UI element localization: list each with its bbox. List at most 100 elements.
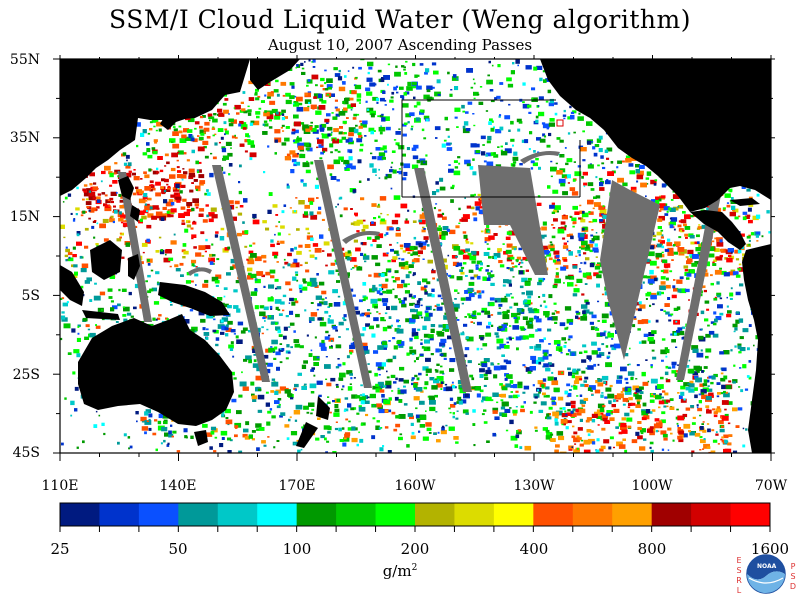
cloud-pixel	[486, 265, 490, 267]
cloud-pixel	[441, 426, 445, 431]
cloud-pixel	[690, 405, 695, 408]
cloud-pixel	[637, 401, 640, 405]
cloud-pixel	[326, 84, 333, 89]
cloud-pixel	[607, 332, 614, 338]
cloud-pixel	[261, 440, 266, 444]
cloud-pixel	[674, 455, 680, 459]
cloud-pixel	[417, 281, 421, 285]
cloud-pixel	[250, 253, 257, 258]
cloud-pixel	[383, 399, 390, 405]
cloud-pixel	[506, 243, 513, 248]
cloud-pixel	[424, 289, 427, 292]
cloud-pixel	[308, 101, 311, 104]
cloud-pixel	[464, 197, 466, 199]
cloud-pixel	[542, 349, 549, 354]
cloud-pixel	[659, 205, 667, 211]
cloud-pixel	[147, 132, 151, 135]
cloud-pixel	[538, 391, 541, 394]
cloud-pixel	[520, 259, 523, 262]
cloud-pixel	[520, 405, 525, 408]
cloud-pixel	[737, 215, 741, 218]
cloud-pixel	[634, 392, 637, 394]
cloud-pixel	[337, 295, 341, 298]
cloud-pixel	[309, 277, 317, 283]
cloud-pixel	[730, 287, 733, 290]
cloud-pixel	[441, 258, 447, 263]
cloud-pixel	[649, 441, 654, 445]
cloud-pixel	[41, 233, 43, 235]
cloud-pixel	[413, 236, 417, 240]
cloud-pixel	[524, 299, 528, 303]
cloud-pixel	[597, 320, 600, 322]
cloud-pixel	[157, 420, 162, 425]
cloud-pixel	[660, 281, 666, 285]
cloud-pixel	[684, 214, 691, 220]
cloud-pixel	[234, 434, 238, 438]
cloud-pixel	[732, 271, 739, 276]
cloud-pixel	[222, 102, 227, 106]
cloud-pixel	[412, 302, 415, 305]
cloud-pixel	[740, 233, 745, 237]
cloud-pixel	[619, 376, 623, 379]
cloud-pixel	[495, 335, 500, 338]
cloud-pixel	[485, 269, 489, 272]
cloud-pixel	[382, 90, 386, 94]
cloud-pixel	[635, 404, 641, 408]
cloud-pixel	[278, 403, 281, 406]
cloud-pixel	[122, 152, 127, 156]
cloud-pixel	[429, 399, 436, 405]
cloud-pixel	[688, 383, 695, 388]
cloud-pixel	[182, 319, 190, 324]
cloud-pixel	[460, 399, 467, 404]
cloud-pixel	[274, 139, 278, 143]
cloud-pixel	[491, 64, 494, 67]
cloud-pixel	[498, 303, 503, 307]
cloud-pixel	[473, 444, 476, 447]
cloud-pixel	[559, 451, 567, 453]
cloud-pixel	[517, 381, 523, 386]
cloud-pixel	[385, 278, 389, 282]
cloud-pixel	[439, 370, 444, 374]
cloud-pixel	[392, 256, 398, 260]
cloud-pixel	[520, 261, 524, 264]
cloud-pixel	[645, 298, 648, 300]
cloud-pixel	[374, 305, 378, 309]
cloud-pixel	[221, 413, 225, 417]
cloud-pixel	[403, 283, 408, 288]
cloud-pixel	[321, 339, 325, 344]
cloud-pixel	[452, 303, 460, 309]
cloud-pixel	[422, 278, 428, 283]
cloud-pixel	[441, 425, 445, 429]
cloud-pixel	[652, 303, 655, 306]
cloud-pixel	[734, 249, 740, 254]
cloud-pixel	[383, 116, 390, 121]
cloud-pixel	[165, 317, 168, 320]
cloud-pixel	[407, 283, 410, 286]
cloud-pixel	[263, 260, 267, 263]
cloud-pixel	[353, 264, 358, 268]
cloud-pixel	[688, 430, 691, 433]
cloud-pixel	[482, 343, 488, 347]
cloud-pixel	[318, 105, 326, 110]
cloud-pixel	[204, 279, 209, 283]
cloud-pixel	[669, 221, 676, 226]
cloud-pixel	[694, 375, 699, 379]
cloud-pixel	[519, 335, 526, 340]
cloud-pixel	[522, 103, 530, 109]
cloud-pixel	[416, 357, 419, 360]
cloud-pixel	[362, 282, 367, 286]
cloud-pixel	[500, 399, 504, 402]
cloud-pixel	[744, 388, 749, 391]
cloud-pixel	[419, 109, 423, 113]
cloud-pixel	[92, 196, 97, 200]
cloud-pixel	[149, 128, 153, 131]
cloud-pixel	[465, 111, 469, 114]
cloud-pixel	[494, 97, 498, 101]
cloud-pixel	[493, 256, 497, 260]
cloud-pixel	[506, 341, 509, 344]
cloud-pixel	[452, 385, 456, 389]
cloud-pixel	[282, 309, 285, 312]
cloud-pixel	[184, 228, 189, 233]
cloud-pixel	[93, 182, 97, 185]
cloud-pixel	[50, 245, 54, 248]
